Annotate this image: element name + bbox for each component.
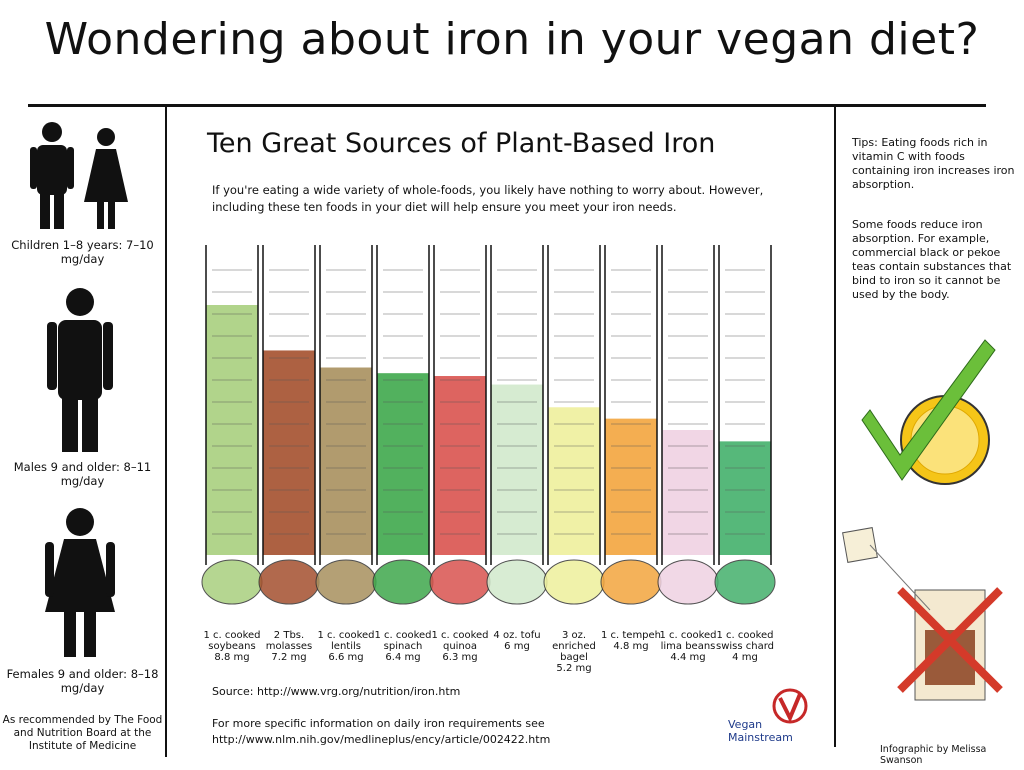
food-label: 1 c. cooked quinoa 6.3 mg — [429, 630, 491, 663]
food-label: 3 oz. enriched bagel 5.2 mg — [543, 630, 605, 674]
food-illustration — [486, 559, 548, 605]
food-label: 1 c. cooked lima beans 4.4 mg — [657, 630, 719, 663]
category-label: 1 c. tempeh — [600, 630, 662, 641]
category-label: 1 c. cooked swiss chard — [715, 630, 774, 652]
chart-subtitle: If you're eating a wide variety of whole… — [212, 183, 764, 214]
divider — [165, 107, 167, 757]
food-label: 1 c. cooked soybeans 8.8 mg — [201, 630, 263, 663]
category-label: 1 c. cooked quinoa — [431, 630, 489, 652]
value-label: 6.6 mg — [328, 652, 364, 663]
food-illustration — [543, 559, 605, 605]
category-label: 3 oz. enriched bagel — [552, 630, 596, 663]
food-illustration — [714, 559, 776, 605]
males-rec: Males 9 and older: 8–11 mg/day — [13, 460, 152, 488]
value-label: 4 mg — [732, 652, 758, 663]
food-label: 1 c. cooked swiss chard 4 mg — [714, 630, 776, 663]
food-label: 2 Tbs. molasses 7.2 mg — [258, 630, 320, 663]
food-label: 1 c. cooked lentils 6.6 mg — [315, 630, 377, 663]
food-illustration — [201, 559, 263, 605]
logo-text: Vegan Mainstream — [728, 718, 793, 744]
chart — [201, 245, 776, 605]
value-label: 6.3 mg — [442, 652, 478, 663]
females-rec: Females 9 and older: 8–18 mg/day — [6, 667, 159, 695]
category-label: 1 c. cooked soybeans — [203, 630, 261, 652]
bar — [320, 367, 372, 555]
value-label: 6.4 mg — [385, 652, 421, 663]
bar — [434, 376, 486, 555]
tip: Tips: Eating foods rich in vitamin C wit… — [852, 136, 1015, 191]
more-info: For more specific information on daily i… — [212, 717, 551, 746]
divider — [834, 107, 836, 747]
children-rec: Children 1–8 years: 7–10 mg/day — [11, 238, 154, 266]
bar — [719, 441, 771, 555]
category-label: 4 oz. tofu — [493, 630, 541, 641]
food-illustration — [315, 559, 377, 605]
value-label: 4.8 mg — [613, 641, 649, 652]
bar — [491, 384, 543, 555]
chart-title: Ten Great Sources of Plant-Based Iron — [207, 128, 716, 159]
bar — [206, 305, 258, 555]
bar — [662, 430, 714, 555]
value-label: 4.4 mg — [670, 652, 706, 663]
category-label: 1 c. cooked spinach — [374, 630, 432, 652]
food-label: 1 c. cooked spinach 6.4 mg — [372, 630, 434, 663]
food-label: 1 c. tempeh 4.8 mg — [600, 630, 662, 652]
food-illustration — [258, 559, 320, 605]
value-label: 7.2 mg — [271, 652, 307, 663]
credit: Infographic by Melissa Swanson — [880, 744, 987, 766]
page-title: Wondering about iron in your vegan diet? — [44, 14, 980, 65]
recommendation-note: As recommended by The Food and Nutrition… — [2, 714, 163, 752]
illustrations — [842, 339, 1003, 701]
value-label: 8.8 mg — [214, 652, 250, 663]
value-label: 5.2 mg — [556, 663, 592, 674]
category-label: 1 c. cooked lima beans — [659, 630, 717, 652]
bar — [263, 350, 315, 555]
food-illustration — [372, 559, 434, 605]
bar — [548, 407, 600, 555]
category-label: 2 Tbs. molasses — [265, 630, 313, 652]
category-label: 1 c. cooked lentils — [317, 630, 375, 652]
logo-mark — [772, 688, 808, 724]
food-illustration — [429, 559, 491, 605]
people-icons — [30, 122, 128, 657]
source: Source: http://www.vrg.org/nutrition/iro… — [212, 685, 461, 698]
bar — [377, 373, 429, 555]
value-label: 6 mg — [504, 641, 530, 652]
food-label: 4 oz. tofu 6 mg — [486, 630, 548, 652]
food-illustration — [600, 559, 662, 605]
tip: Some foods reduce iron absorption. For e… — [852, 218, 1012, 301]
bar — [605, 418, 657, 555]
food-illustration — [657, 559, 719, 605]
divider — [28, 104, 986, 107]
